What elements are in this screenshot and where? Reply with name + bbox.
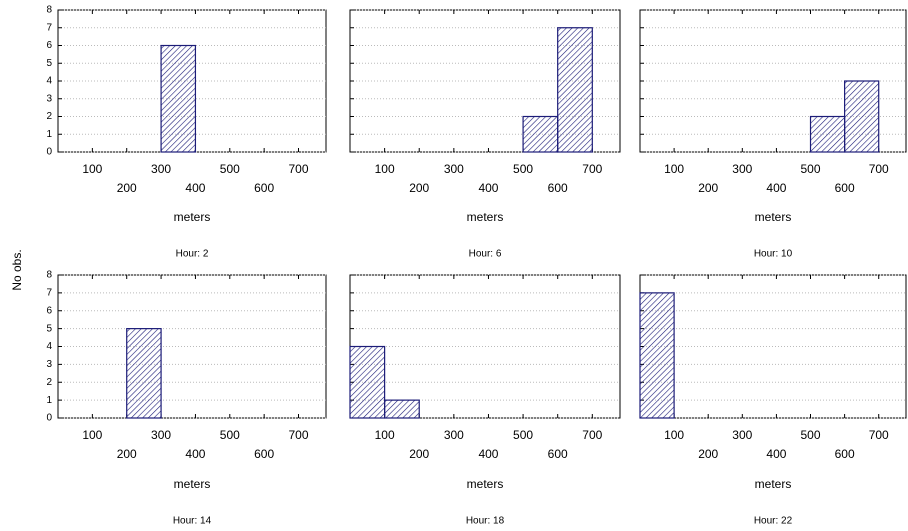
- y-tick-label: 1: [46, 395, 52, 406]
- x-tick-label: 500: [513, 428, 533, 442]
- y-tick-label: 8: [46, 270, 52, 281]
- panel-title: Hour: 2: [176, 249, 209, 260]
- bar: [160, 44, 197, 153]
- bar: [522, 115, 559, 153]
- y-tick-label: 6: [46, 305, 52, 316]
- bar: [844, 80, 880, 153]
- x-axis-label: meters: [755, 477, 792, 491]
- panel-title: Hour: 10: [754, 249, 793, 260]
- bar: [349, 345, 386, 419]
- x-tick-label: 700: [288, 162, 308, 176]
- x-tick-label: 300: [151, 428, 171, 442]
- x-tick-label: 100: [82, 428, 102, 442]
- x-tick-label: 200: [409, 181, 429, 195]
- x-tick-label: 700: [869, 162, 889, 176]
- x-tick-label: 600: [254, 447, 274, 461]
- x-tick-label: 700: [582, 162, 602, 176]
- x-tick-label: 100: [375, 162, 395, 176]
- x-tick-label: 400: [478, 181, 498, 195]
- x-axis-label: meters: [174, 477, 211, 491]
- y-tick-label: 2: [46, 111, 52, 122]
- bar: [557, 27, 593, 153]
- x-tick-label: 600: [835, 447, 855, 461]
- x-tick-label: 400: [185, 447, 205, 461]
- x-tick-label: 200: [698, 181, 718, 195]
- y-tick-label: 7: [46, 288, 52, 299]
- x-tick-label: 700: [582, 428, 602, 442]
- y-axis-label: No obs.: [10, 249, 24, 290]
- y-tick-label: 0: [46, 413, 52, 424]
- panel-title: Hour: 18: [466, 516, 505, 527]
- x-tick-label: 600: [835, 181, 855, 195]
- x-tick-label: 400: [478, 447, 498, 461]
- x-tick-label: 700: [288, 428, 308, 442]
- x-tick-label: 100: [375, 428, 395, 442]
- y-tick-label: 3: [46, 93, 52, 104]
- y-tick-label: 5: [46, 58, 52, 69]
- x-axis-label: meters: [467, 477, 504, 491]
- bar: [126, 328, 162, 419]
- x-tick-label: 300: [444, 162, 464, 176]
- y-tick-label: 4: [46, 341, 52, 352]
- bar: [809, 115, 846, 153]
- x-tick-label: 200: [698, 447, 718, 461]
- x-tick-label: 400: [185, 181, 205, 195]
- x-tick-label: 300: [732, 162, 752, 176]
- plot-area: [57, 274, 327, 419]
- x-tick-label: 100: [82, 162, 102, 176]
- x-tick-label: 600: [548, 447, 568, 461]
- x-tick-label: 100: [664, 162, 684, 176]
- x-tick-label: 500: [220, 162, 240, 176]
- y-tick-label: 0: [46, 147, 52, 158]
- y-tick-label: 8: [46, 5, 52, 16]
- x-tick-label: 700: [869, 428, 889, 442]
- x-axis-label: meters: [174, 210, 211, 224]
- y-tick-label: 7: [46, 22, 52, 33]
- x-tick-label: 500: [513, 162, 533, 176]
- x-tick-label: 300: [444, 428, 464, 442]
- panel-title: Hour: 14: [173, 516, 212, 527]
- panel-title: Hour: 6: [469, 249, 502, 260]
- x-tick-label: 100: [664, 428, 684, 442]
- x-tick-label: 500: [800, 162, 820, 176]
- x-axis-label: meters: [467, 210, 504, 224]
- x-tick-label: 400: [766, 181, 786, 195]
- y-tick-label: 2: [46, 377, 52, 388]
- y-tick-label: 6: [46, 40, 52, 51]
- bar: [639, 292, 675, 419]
- x-tick-label: 400: [766, 447, 786, 461]
- y-tick-label: 4: [46, 76, 52, 87]
- x-tick-label: 600: [254, 181, 274, 195]
- panel-title: Hour: 22: [754, 516, 793, 527]
- y-tick-label: 3: [46, 359, 52, 370]
- x-tick-label: 300: [732, 428, 752, 442]
- x-axis-label: meters: [755, 210, 792, 224]
- x-tick-label: 200: [117, 181, 137, 195]
- x-tick-label: 200: [117, 447, 137, 461]
- y-tick-label: 1: [46, 129, 52, 140]
- x-tick-label: 500: [800, 428, 820, 442]
- x-tick-label: 600: [548, 181, 568, 195]
- bar: [384, 399, 420, 419]
- x-tick-label: 300: [151, 162, 171, 176]
- x-tick-label: 200: [409, 447, 429, 461]
- y-tick-label: 5: [46, 323, 52, 334]
- x-tick-label: 500: [220, 428, 240, 442]
